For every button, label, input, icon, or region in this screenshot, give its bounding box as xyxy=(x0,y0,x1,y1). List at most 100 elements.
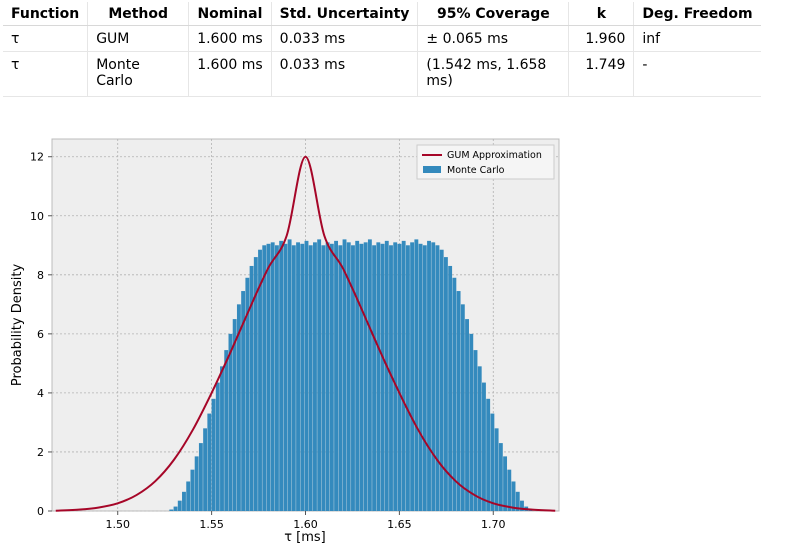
histogram-bar xyxy=(194,456,199,511)
histogram-bars xyxy=(169,239,533,512)
histogram-bar xyxy=(401,240,406,511)
histogram-bar xyxy=(456,291,461,511)
cell-method: GUM xyxy=(87,25,190,52)
cell-deg-freedom: - xyxy=(633,51,761,97)
histogram-bar xyxy=(452,277,457,511)
histogram-bar xyxy=(321,245,326,511)
histogram-bar xyxy=(498,443,503,511)
histogram-bar xyxy=(511,481,516,511)
histogram-bar xyxy=(460,304,465,511)
cell-nominal: 1.600 ms xyxy=(188,51,272,97)
histogram-bar xyxy=(405,245,410,511)
histogram-bar xyxy=(241,291,246,511)
histogram-bar xyxy=(274,245,279,511)
histogram-bar xyxy=(410,242,415,511)
histogram-bar xyxy=(431,242,436,511)
cell-nominal: 1.600 ms xyxy=(188,25,272,52)
results-table: Function Method Nominal Std. Uncertainty… xyxy=(3,2,761,97)
histogram-bar xyxy=(177,500,182,511)
histogram-bar xyxy=(355,240,360,511)
histogram-bar xyxy=(232,319,237,511)
histogram-bar xyxy=(439,249,444,511)
cell-function: τ xyxy=(3,51,89,97)
y-tick-label: 10 xyxy=(30,210,44,223)
histogram-bar xyxy=(291,245,296,511)
histogram-bar xyxy=(236,304,241,511)
histogram-bar xyxy=(198,443,203,511)
histogram-bar xyxy=(422,245,427,511)
histogram-bar xyxy=(203,428,208,511)
histogram-bar xyxy=(418,243,423,512)
y-axis-ticks: 0 2 4 6 8 10 12 xyxy=(30,151,52,518)
legend: GUM Approximation Monte Carlo xyxy=(416,144,555,180)
histogram-bar xyxy=(473,350,478,511)
cell-coverage: (1.542 ms, 1.658 ms) xyxy=(417,51,570,97)
x-tick-label: 1.50 xyxy=(105,518,130,531)
histogram-bar xyxy=(287,239,292,511)
histogram-bar xyxy=(372,245,377,511)
histogram-bar xyxy=(266,243,271,512)
histogram-bar xyxy=(342,239,347,511)
histogram-bar xyxy=(313,242,317,511)
histogram-bar xyxy=(427,240,431,511)
legend-swatch-monte-carlo xyxy=(423,166,441,173)
histogram-bar xyxy=(249,265,254,511)
histogram-bar xyxy=(380,243,385,512)
histogram-bar xyxy=(465,319,469,511)
legend-label-monte-carlo: Monte Carlo xyxy=(447,165,505,176)
histogram-bar xyxy=(477,366,482,511)
histogram-bar xyxy=(393,242,398,511)
col-header-method: Method xyxy=(87,2,190,26)
histogram-bar xyxy=(338,245,343,511)
probability-density-chart: 1.50 1.55 1.60 1.65 1.70 0 2 4 6 8 10 12 τ [ms] Pr… xyxy=(10,138,560,545)
x-tick-label: 1.65 xyxy=(387,518,412,531)
histogram-bar xyxy=(173,506,178,511)
col-header-deg-freedom: Deg. Freedom xyxy=(633,2,761,26)
histogram-bar xyxy=(397,243,402,512)
histogram-bar xyxy=(317,239,322,511)
y-axis-label: Probability Density xyxy=(10,264,25,387)
histogram-bar xyxy=(367,239,372,511)
histogram-bar xyxy=(482,382,486,511)
histogram-bar xyxy=(490,413,495,511)
histogram-bar xyxy=(215,382,220,511)
histogram-bar xyxy=(296,242,300,511)
cell-method: Monte Carlo xyxy=(87,51,190,97)
histogram-bar xyxy=(494,428,499,511)
histogram-bar xyxy=(169,509,174,511)
y-tick-label: 8 xyxy=(37,269,44,282)
table-row: τ Monte Carlo 1.600 ms 0.033 ms (1.542 m… xyxy=(3,51,761,97)
x-axis-ticks: 1.50 1.55 1.60 1.65 1.70 xyxy=(105,511,506,531)
col-header-coverage: 95% Coverage xyxy=(417,2,570,26)
histogram-bar xyxy=(329,243,334,512)
legend-box xyxy=(416,144,555,180)
cell-std-uncertainty: 0.033 ms xyxy=(271,25,419,52)
histogram-bar xyxy=(346,242,351,511)
histogram-bar xyxy=(220,366,224,511)
x-tick-label: 1.60 xyxy=(293,518,318,531)
col-header-nominal: Nominal xyxy=(188,2,272,26)
histogram-bar xyxy=(245,277,250,511)
histogram-bar xyxy=(304,240,309,511)
histogram-bar xyxy=(207,413,212,511)
cell-k: 1.749 xyxy=(568,51,635,97)
y-tick-label: 12 xyxy=(30,151,44,164)
histogram-bar xyxy=(389,245,393,511)
cell-k: 1.960 xyxy=(568,25,635,52)
gum-approximation-line xyxy=(55,155,556,512)
histogram-bar xyxy=(507,469,512,511)
histogram-bar xyxy=(334,240,339,511)
cell-std-uncertainty: 0.033 ms xyxy=(271,51,419,97)
histogram-bar xyxy=(258,249,262,511)
histogram-bar xyxy=(300,243,305,512)
x-axis-label: τ [ms] xyxy=(284,530,326,545)
histogram-bar xyxy=(190,469,195,511)
histogram-bar xyxy=(211,398,216,511)
y-tick-label: 2 xyxy=(37,446,44,459)
histogram-bar xyxy=(443,257,448,511)
x-tick-label: 1.55 xyxy=(199,518,224,531)
histogram-bar xyxy=(469,333,474,511)
histogram-bar xyxy=(435,245,440,511)
histogram-bar xyxy=(253,257,258,511)
y-tick-label: 6 xyxy=(37,328,44,341)
